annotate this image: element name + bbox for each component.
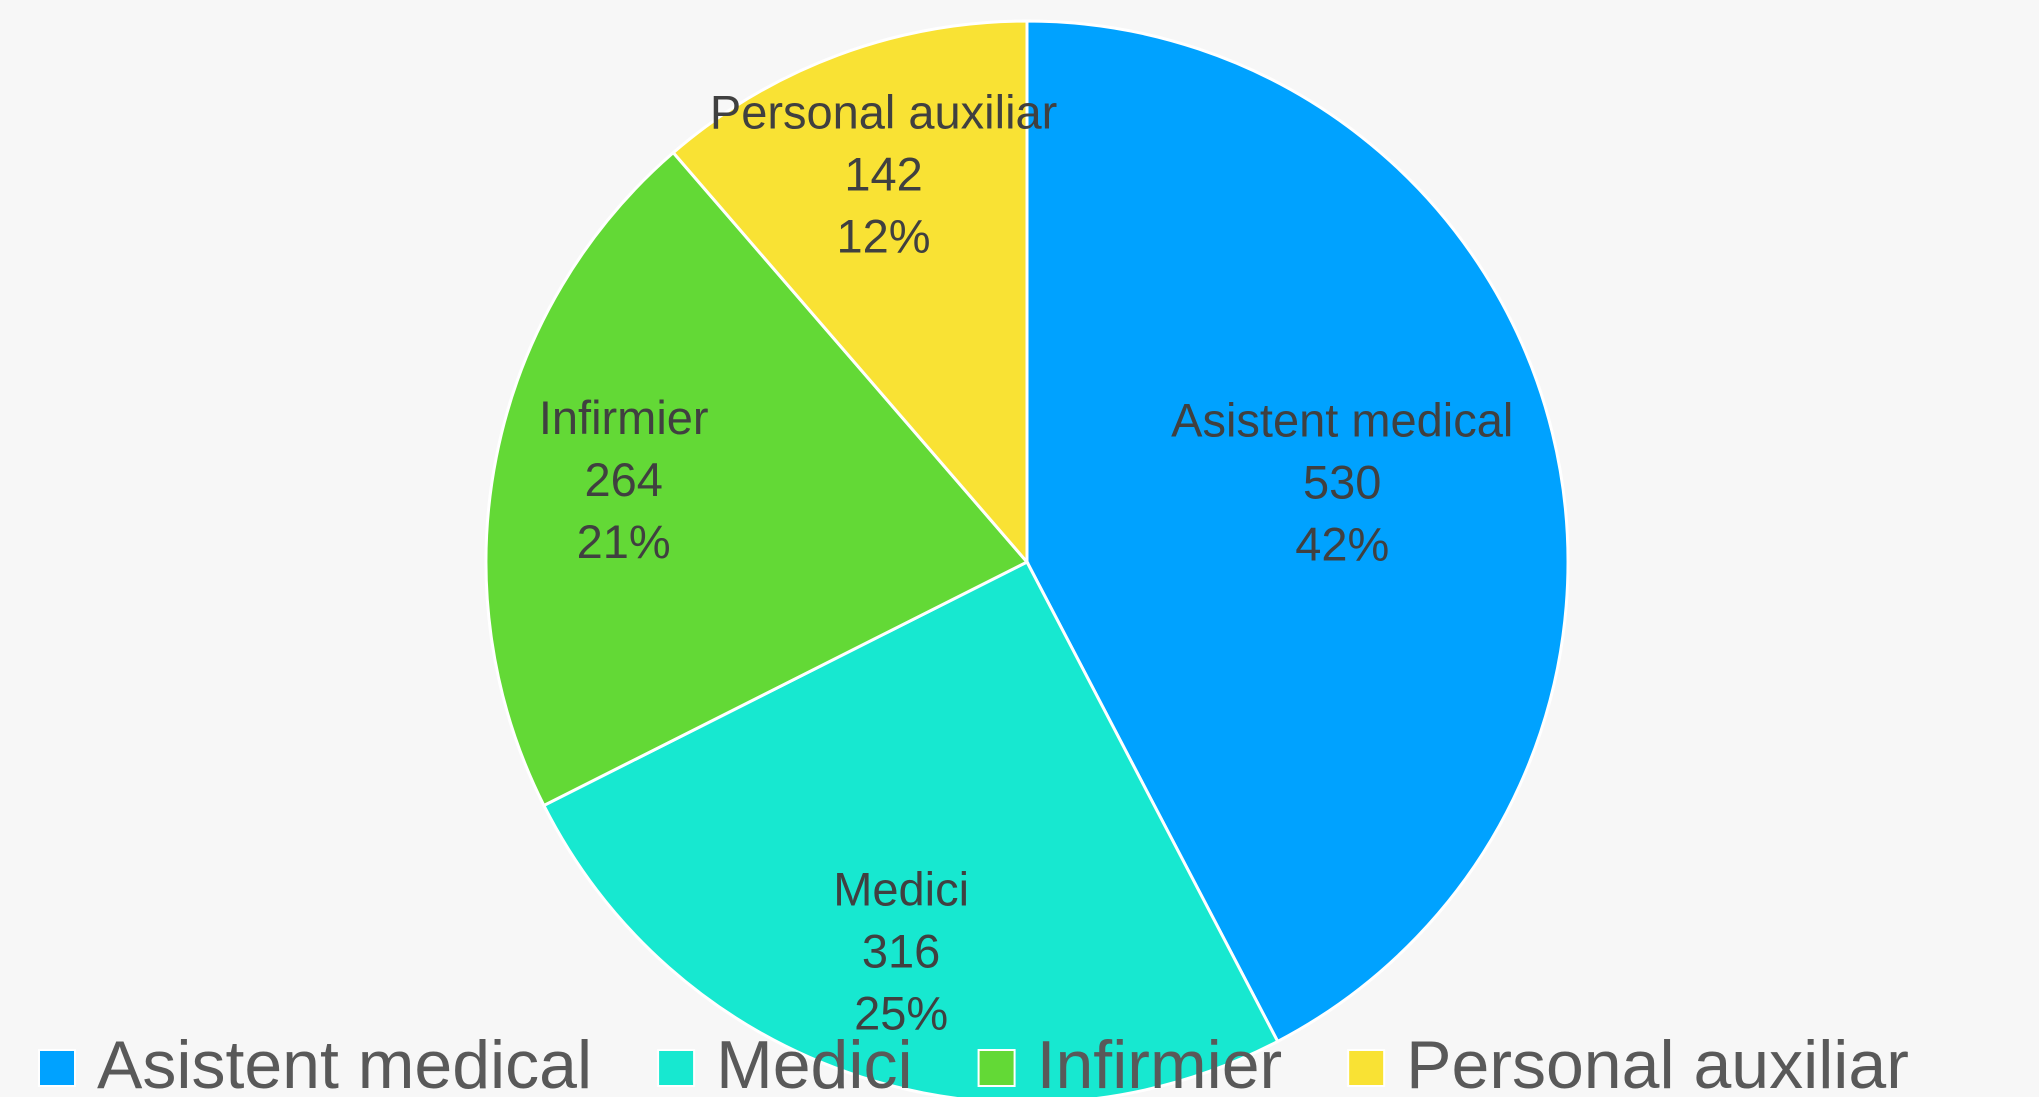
data-label-value: 142: [844, 148, 922, 201]
data-label-percent: 21%: [577, 515, 671, 568]
legend-label: Asistent medical: [97, 1027, 592, 1097]
legend-swatch: [1347, 1049, 1386, 1087]
pie-slice: [671, 19, 1029, 567]
data-label-value: 316: [862, 924, 940, 977]
legend-swatch: [38, 1049, 76, 1087]
data-label-percent: 25%: [854, 986, 948, 1039]
data-label-category: Personal auxiliar: [710, 86, 1057, 139]
data-label-value: 264: [584, 453, 662, 506]
legend-swatch: [977, 1049, 1016, 1087]
data-label-value: 530: [1303, 456, 1381, 509]
legend: Asistent medical Medici Infirmier Personal …: [38, 1027, 1909, 1097]
pie-slice: [1025, 19, 1570, 1044]
data-label-category: Infirmier: [539, 391, 709, 444]
data-label-category: Medici: [833, 862, 969, 915]
data-label-category: Asistent medical: [1171, 394, 1513, 447]
legend-label: Personal auxiliar: [1406, 1027, 1909, 1097]
legend-label: Infirmier: [1037, 1027, 1283, 1097]
data-labels: Asistent medical 530 42% Medici 316 25% Infirm…: [539, 86, 1514, 1040]
data-label-percent: 12%: [837, 210, 931, 263]
pie-slice: [541, 559, 1280, 1097]
legend-swatch: [657, 1049, 696, 1087]
pie-slice: [484, 150, 1030, 808]
legend-label: Medici: [716, 1027, 913, 1097]
slices: [484, 19, 1570, 1097]
data-label-percent: 42%: [1295, 518, 1389, 571]
